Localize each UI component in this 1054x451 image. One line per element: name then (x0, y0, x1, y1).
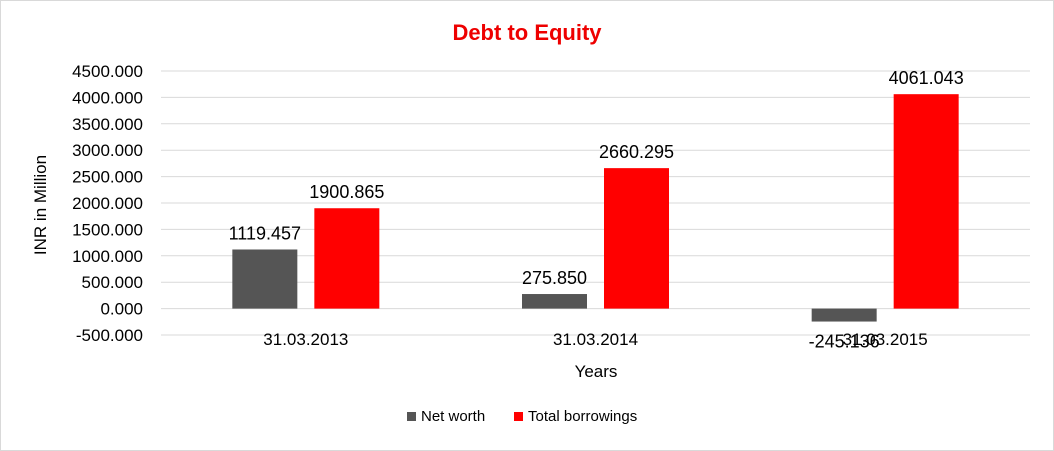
chart-title: Debt to Equity (452, 20, 602, 45)
y-tick-label: 0.000 (100, 300, 143, 319)
y-tick-label: 2500.000 (72, 168, 143, 187)
bar-total-borrowings (314, 208, 380, 309)
legend-label: Net worth (421, 408, 485, 425)
data-label: 1119.457 (229, 223, 301, 243)
bar-net-worth (522, 294, 587, 309)
y-tick-label: 1000.000 (72, 247, 143, 266)
bar-net-worth (811, 308, 877, 322)
x-axis-label: Years (575, 362, 618, 381)
y-tick-label: 2000.000 (72, 194, 143, 213)
legend-swatch (514, 412, 523, 421)
y-tick-label: 1500.000 (72, 220, 143, 239)
bar-total-borrowings (893, 94, 959, 309)
legend-label: Total borrowings (528, 408, 637, 425)
y-axis-ticks: 4500.000 4000.000 3500.000 3000.000 2500.000… (72, 62, 143, 345)
y-tick-label: 4500.000 (72, 62, 143, 81)
y-axis-label: INR in Million (31, 155, 50, 255)
y-tick-label: 4000.000 (72, 88, 143, 107)
y-tick-label: 3000.000 (72, 141, 143, 160)
x-tick-label: 31.03.2013 (263, 330, 348, 349)
data-label: 275.850 (522, 268, 587, 288)
bars (232, 94, 959, 322)
data-label: 1900.865 (309, 182, 384, 202)
x-tick-label: 31.03.2014 (553, 330, 638, 349)
legend-swatch (407, 412, 416, 421)
y-tick-label: 500.000 (82, 273, 143, 292)
y-tick-label: -500.000 (76, 326, 143, 345)
x-axis-ticks: 31.03.2013 31.03.2014 31.03.2015 (263, 330, 927, 349)
data-label: -245.136 (809, 332, 880, 352)
data-label: 4061.043 (889, 68, 964, 88)
data-labels: 1119.457 1900.865 275.850 2660.295 -245.136 4… (229, 68, 964, 351)
x-tick-label: 31.03.2015 (843, 330, 928, 349)
bar-net-worth (232, 249, 298, 309)
data-label: 2660.295 (599, 142, 674, 162)
gridlines (161, 70, 1030, 336)
bar-total-borrowings (604, 168, 669, 309)
legend: Net worth Total borrowings (407, 408, 637, 425)
y-tick-label: 3500.000 (72, 115, 143, 134)
